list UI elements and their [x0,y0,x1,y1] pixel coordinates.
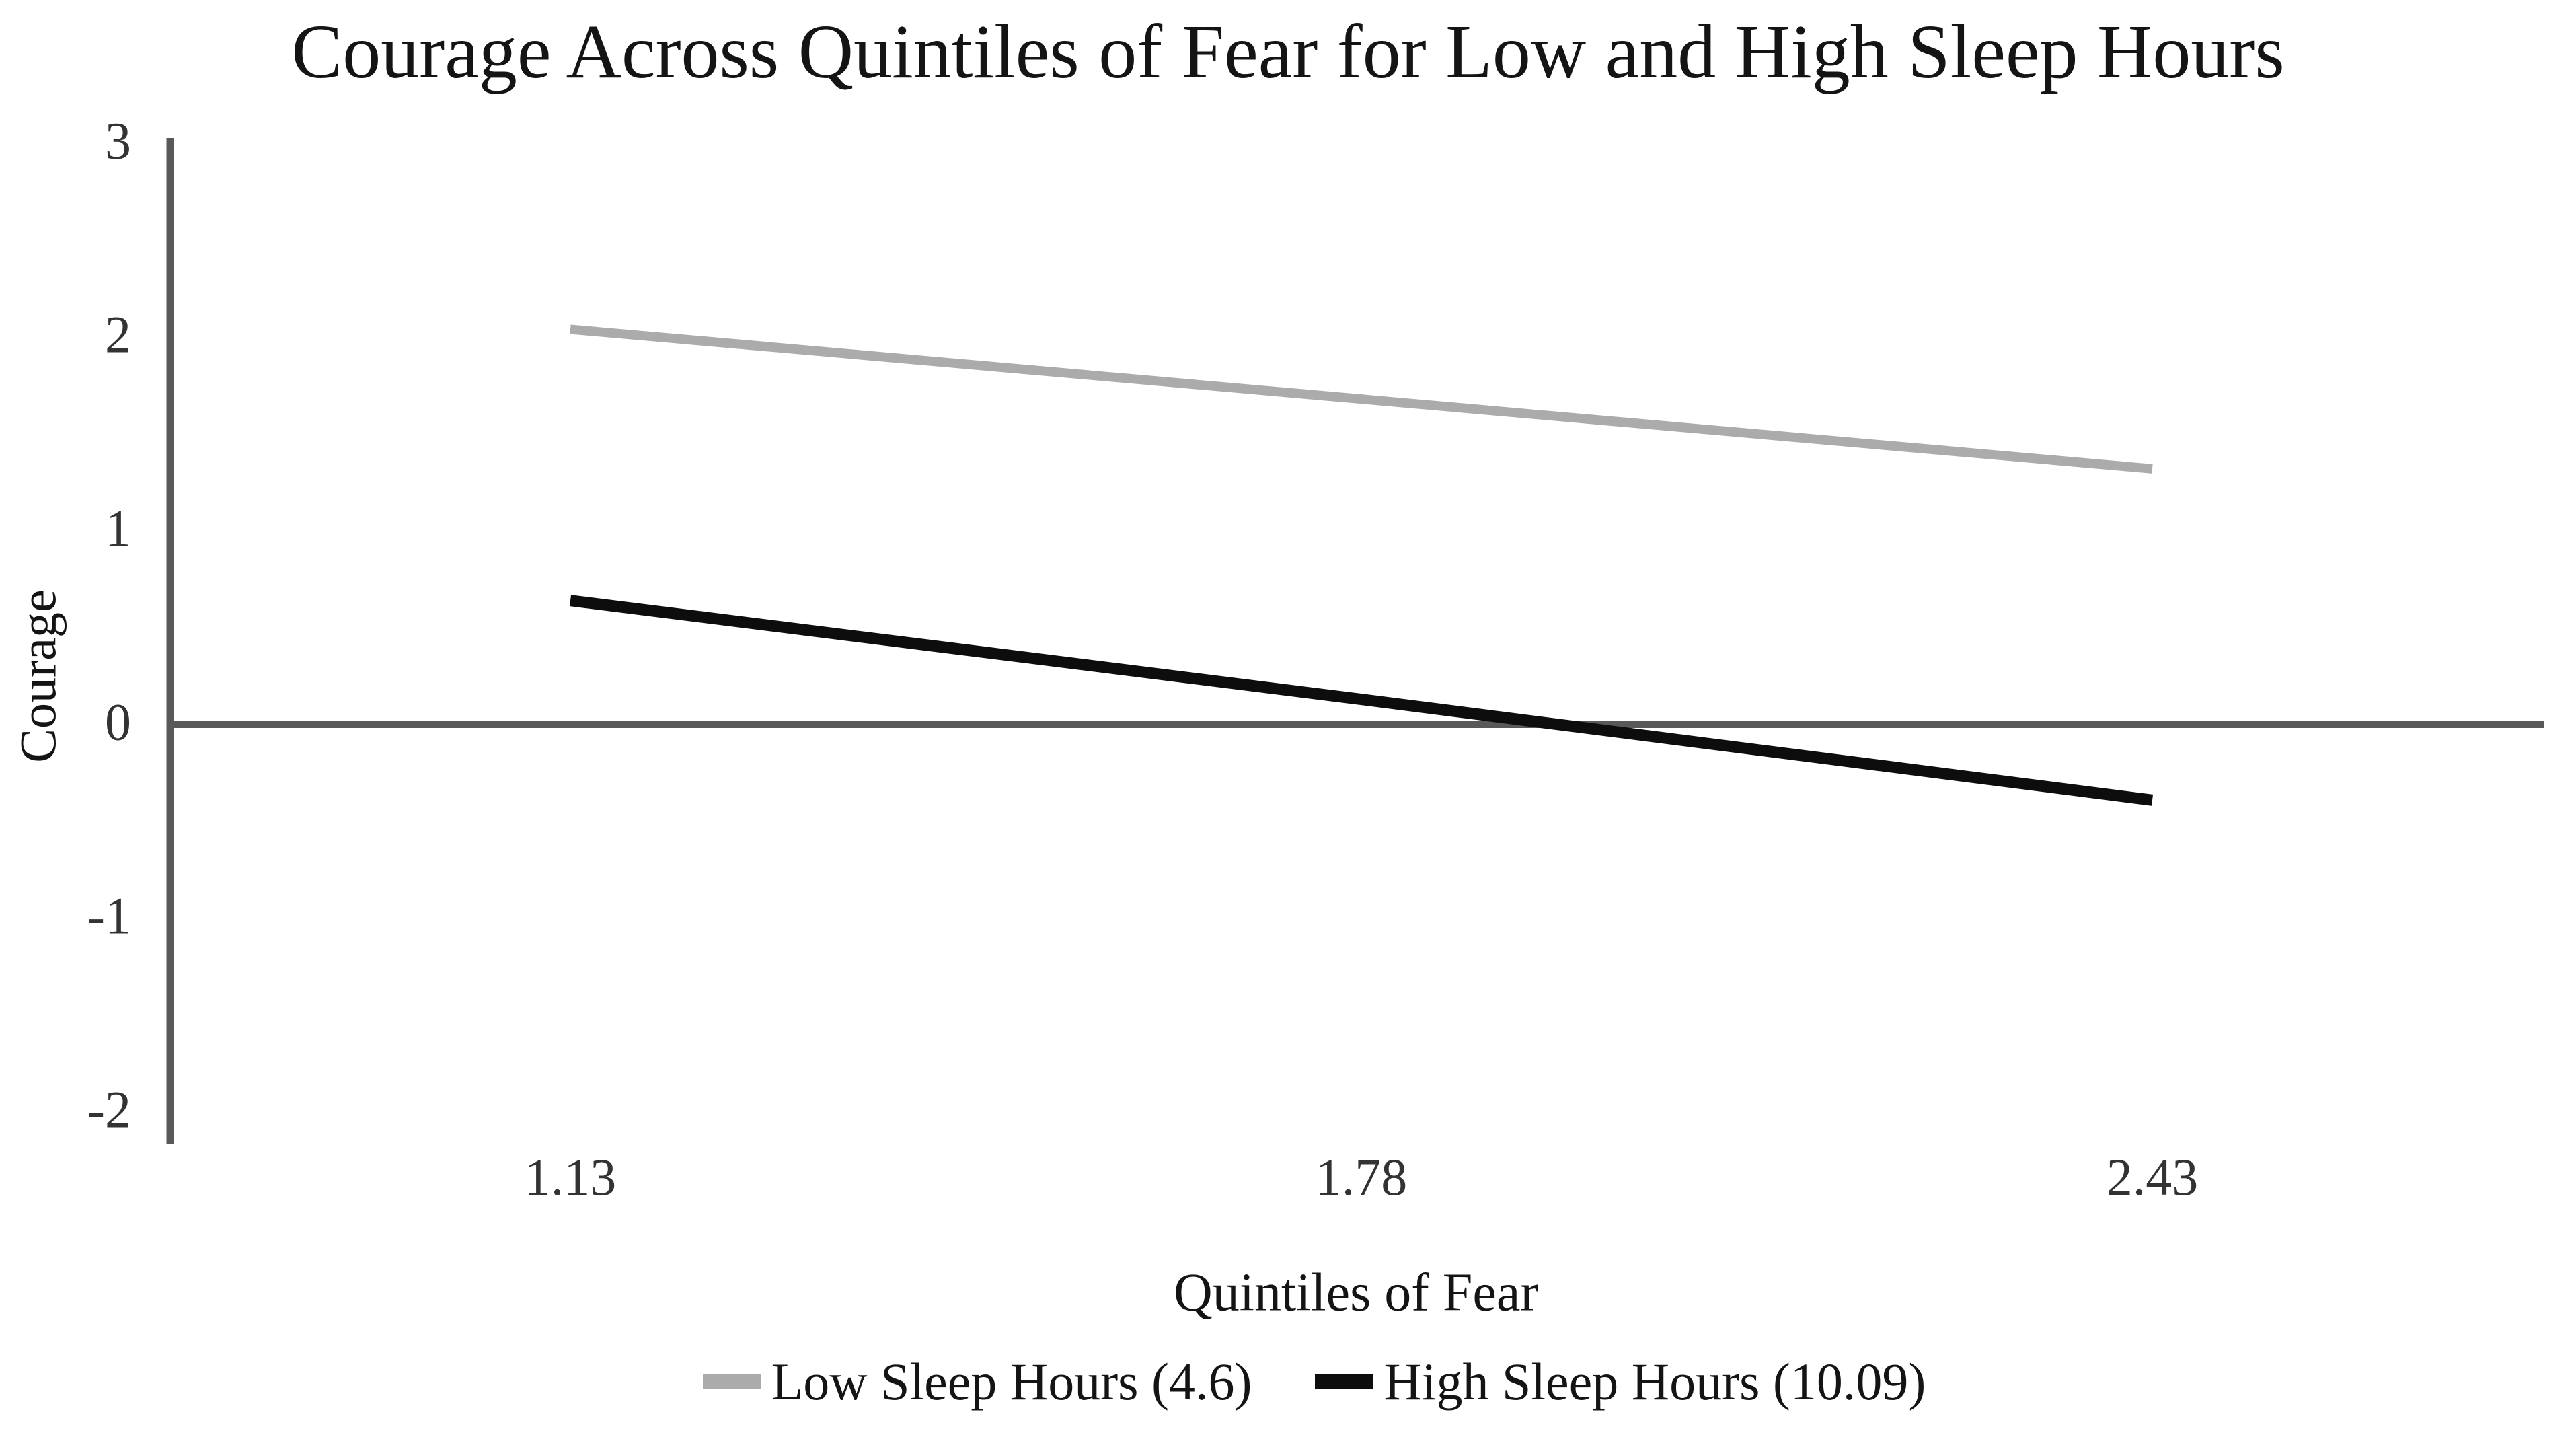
x-tick-label: 1.78 [1315,1148,1408,1206]
legend-item-low-sleep: Low Sleep Hours (4.6) [702,1352,1252,1411]
legend-swatch-high-sleep-icon [1315,1374,1373,1389]
x-tick-label: 1.13 [524,1148,617,1206]
series-line-high-sleep [569,595,2154,806]
y-tick-label: 1 [105,499,131,558]
legend-label-high-sleep: High Sleep Hours (10.09) [1384,1352,1926,1411]
series-line-low-sleep [570,324,2153,474]
y-tick-label: 0 [105,692,131,751]
legend-swatch-low-sleep-icon [702,1374,761,1389]
chart-title: Courage Across Quintiles of Fear for Low… [291,9,2285,94]
x-axis-title: Quintiles of Fear [1173,1263,1539,1323]
legend-item-high-sleep: High Sleep Hours (10.09) [1315,1356,1926,1408]
x-tick-label: 2.43 [2106,1148,2199,1206]
y-tick-label: -2 [87,1080,131,1139]
y-tick-label: -1 [87,886,131,945]
y-tick-label: 3 [105,111,131,170]
y-axis-title: Courage [10,589,67,763]
chart-legend: Low Sleep Hours (4.6) High Sleep Hours (… [0,1350,2576,1414]
legend-label-low-sleep: Low Sleep Hours (4.6) [771,1352,1252,1411]
y-tick-label: 2 [105,305,131,364]
